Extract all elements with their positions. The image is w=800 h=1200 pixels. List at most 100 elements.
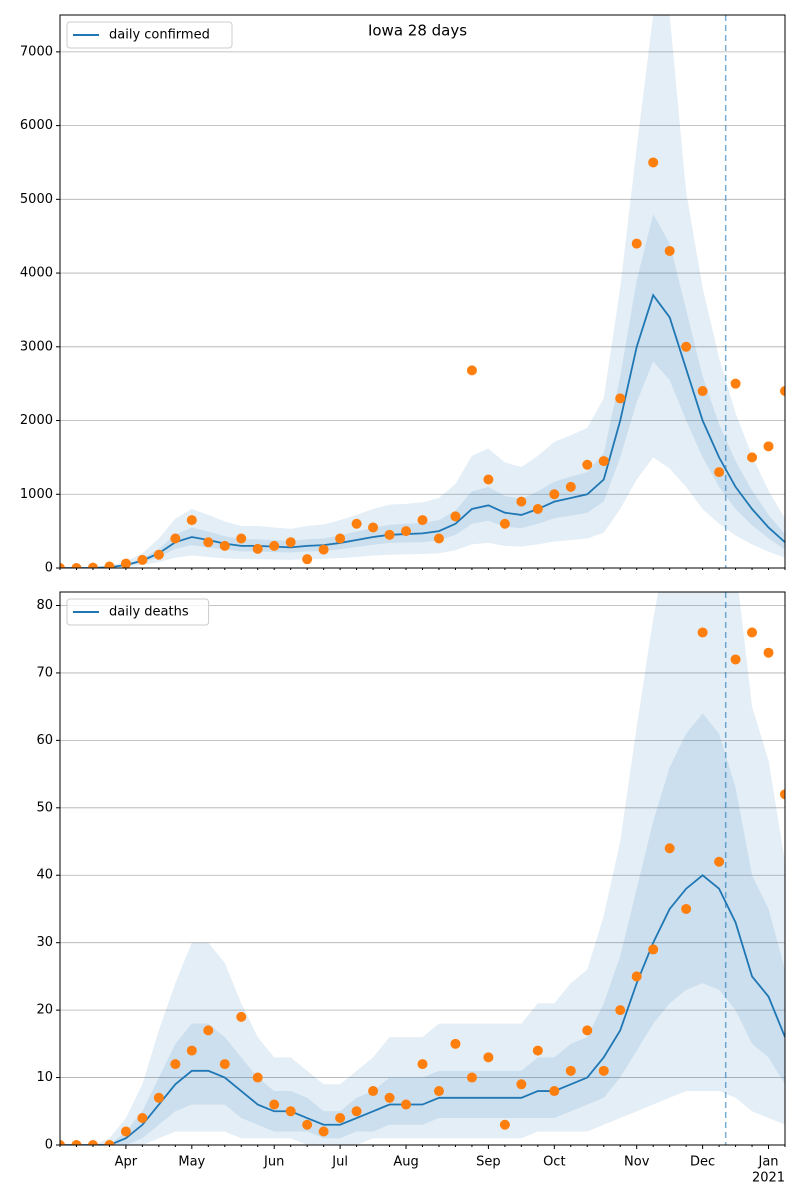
y-tick-label: 80: [36, 598, 53, 613]
observed-point: [285, 1106, 296, 1117]
observed-point: [87, 1140, 98, 1145]
observed-point: [236, 1011, 247, 1022]
observed-point: [252, 543, 263, 554]
observed-point: [137, 1113, 148, 1124]
observed-point: [252, 1072, 263, 1083]
y-tick-label: 3000: [20, 339, 53, 354]
observed-point: [153, 1092, 164, 1103]
y-tick-label: 0: [45, 561, 53, 576]
legend-box: [66, 21, 233, 49]
x-tick-label: Aug: [393, 1155, 418, 1170]
observed-point: [697, 386, 708, 397]
y-tick-label: 2000: [20, 413, 53, 428]
observed-point: [433, 533, 444, 544]
plot-area: [60, 592, 785, 1145]
x-tick-label: Jul: [331, 1155, 348, 1170]
interval-band: [60, 713, 785, 1145]
observed-point: [368, 522, 379, 533]
observed-point: [483, 474, 494, 485]
observed-point: [714, 467, 725, 478]
x-tick-label: Apr: [115, 1155, 138, 1170]
observed-point: [648, 944, 659, 955]
observed-point: [466, 1072, 477, 1083]
observed-point: [203, 537, 214, 548]
legend-label: daily deaths: [109, 605, 189, 620]
observed-point: [631, 971, 642, 982]
series-line: [60, 874, 785, 1145]
observed-point: [664, 245, 675, 256]
observed-point: [565, 1065, 576, 1076]
x-tick-label: Nov: [624, 1155, 650, 1170]
observed-point: [763, 441, 774, 452]
observed-point: [351, 518, 362, 529]
x-tick-label: Jun: [263, 1155, 284, 1170]
y-tick-label: 20: [36, 1003, 53, 1018]
observed-point: [401, 1099, 412, 1110]
y-tick-label: 40: [36, 868, 53, 883]
observed-point: [681, 341, 692, 352]
observed-point: [60, 563, 65, 568]
observed-point: [203, 1025, 214, 1036]
observed-point: [681, 903, 692, 914]
observed-point: [714, 856, 725, 867]
legend-label: daily confirmed: [109, 28, 210, 43]
observed-point: [565, 481, 576, 492]
observed-point: [186, 515, 197, 526]
plot-area: [60, 15, 785, 568]
observed-point: [104, 1140, 115, 1145]
observed-point: [598, 1065, 609, 1076]
observed-point: [466, 365, 477, 376]
observed-point: [532, 1045, 543, 1056]
y-tick-label: 10: [36, 1070, 53, 1085]
observed-point: [104, 561, 115, 568]
observed-point: [450, 511, 461, 522]
observed-point: [137, 554, 148, 565]
observed-point: [763, 647, 774, 658]
observed-point: [615, 393, 626, 404]
observed-point: [71, 1140, 82, 1145]
observed-point: [335, 533, 346, 544]
observed-point: [780, 789, 785, 800]
observed-point: [450, 1038, 461, 1049]
x-tick-label: Oct: [543, 1155, 565, 1170]
observed-point: [153, 549, 164, 560]
observed-point: [730, 378, 741, 389]
observed-point: [697, 627, 708, 638]
y-tick-label: 7000: [20, 44, 53, 59]
y-tick-label: 50: [36, 800, 53, 815]
observed-point: [516, 496, 527, 507]
observed-point: [532, 504, 543, 515]
legend-box: [66, 598, 210, 626]
observed-point: [236, 533, 247, 544]
observed-point: [384, 529, 395, 540]
observed-point: [549, 1086, 560, 1097]
observed-point: [170, 533, 181, 544]
observed-point: [664, 843, 675, 854]
y-tick-label: 6000: [20, 118, 53, 133]
y-tick-label: 0: [45, 1138, 53, 1153]
observed-point: [516, 1079, 527, 1090]
series-line: [60, 293, 785, 568]
y-tick-label: 60: [36, 733, 53, 748]
observed-point: [269, 1099, 280, 1110]
y-tick-label: 70: [36, 665, 53, 680]
observed-point: [433, 1086, 444, 1097]
x-year-label: 2021: [752, 1171, 785, 1186]
observed-point: [368, 1086, 379, 1097]
observed-point: [351, 1106, 362, 1117]
x-tick-label: Jan: [757, 1155, 778, 1170]
y-tick-label: 30: [36, 935, 53, 950]
observed-point: [384, 1092, 395, 1103]
observed-point: [120, 1126, 131, 1137]
y-tick-label: 5000: [20, 192, 53, 207]
observed-point: [499, 1119, 510, 1130]
observed-point: [730, 654, 741, 665]
observed-point: [780, 386, 785, 397]
x-tick-label: Dec: [690, 1155, 715, 1170]
interval-band: [60, 15, 785, 568]
observed-point: [598, 456, 609, 467]
x-tick-label: Sep: [476, 1155, 501, 1170]
observed-point: [631, 238, 642, 249]
